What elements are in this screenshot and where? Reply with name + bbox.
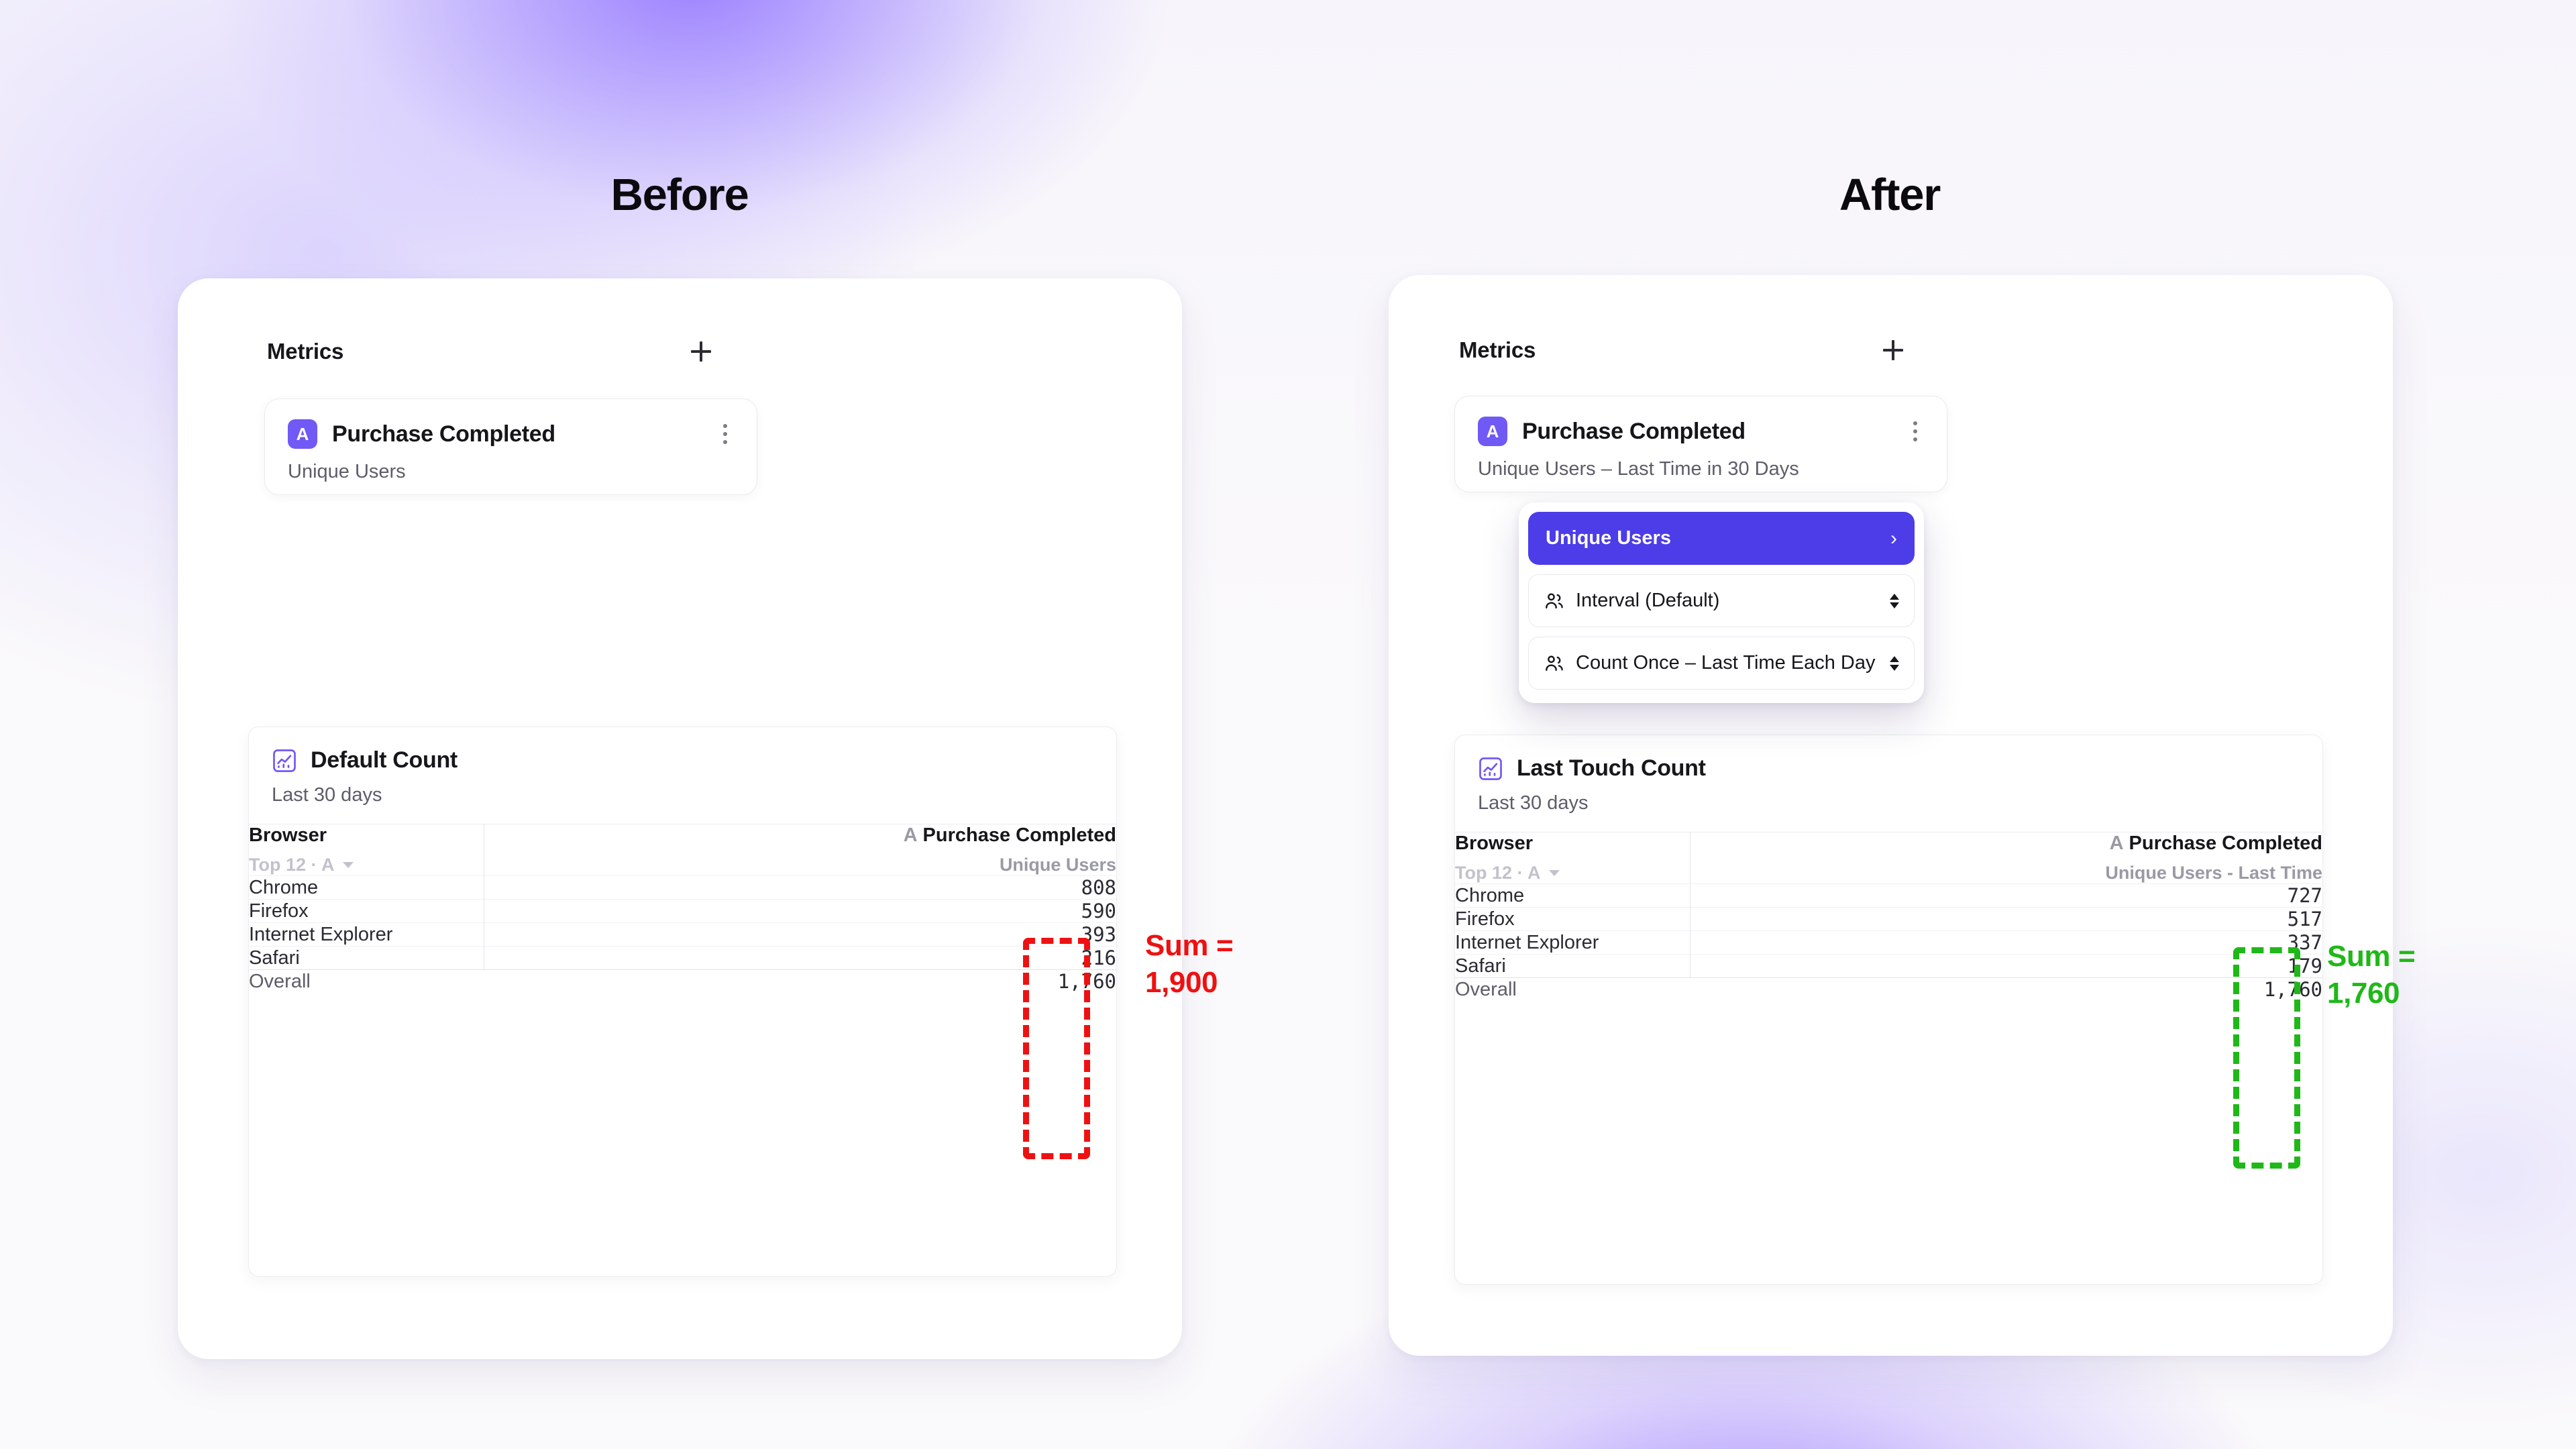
row-label: Chrome [1455,883,1690,908]
dimension-filter[interactable]: Top 12 · A [249,855,484,875]
metric-header-text: Purchase Completed [2129,833,2322,854]
dimension-filter-label: Top 12 · A [1455,863,1541,883]
table-row[interactable]: Safari 179 [1455,954,2322,978]
event-badge-a: A [1478,417,1507,446]
row-value: 727 [1690,883,2322,908]
chevron-right-icon[interactable]: › [1890,527,1897,549]
dimension-header-label: Browser [249,824,327,846]
metric-name-after: Purchase Completed [1522,418,1746,444]
plus-icon[interactable] [686,336,716,367]
table-title-row-after: Last Touch Count [1455,735,2322,782]
overall-label: Overall [1455,977,1690,1001]
table-title-after: Last Touch Count [1517,755,1706,781]
kebab-menu-icon[interactable] [716,419,734,449]
table-overall-row: Overall 1,760 [249,969,1116,993]
table-row[interactable]: Firefox 517 [1455,907,2322,931]
page-title-before: Before [610,170,749,220]
line-chart-icon [1479,757,1502,780]
metric-header-cell-after[interactable]: A Purchase Completed Unique Users - Last … [1690,832,2322,884]
metrics-section-header-before: Metrics [267,335,716,368]
row-label: Firefox [1455,907,1690,931]
dimension-header-cell-before[interactable]: Browser Top 12 · A [249,824,484,876]
up-down-chevrons-icon[interactable] [1890,655,1899,671]
table-subtitle-before: Last 30 days [272,784,382,806]
plus-icon[interactable] [1878,335,1909,366]
metric-header-mark: A [903,824,918,846]
table-row[interactable]: Firefox 590 [249,899,1116,923]
popover-select-label: Interval (Default) [1576,590,1720,611]
table-overall-row: Overall 1,760 [1455,977,2322,1001]
metric-card-after[interactable]: A Purchase Completed Unique Users – Last… [1454,396,1947,492]
metric-card-before[interactable]: A Purchase Completed Unique Users [264,398,757,495]
data-table-before: Browser Top 12 · A A Purchase Completed U… [249,824,1116,993]
table-header-row: Browser Top 12 · A A Purchase Completed U… [1455,832,2322,884]
table-card-after: Last Touch Count Last 30 days Browser To… [1454,735,2323,1285]
users-icon [1544,653,1565,674]
chevron-down-icon[interactable] [342,862,354,868]
page-title-after: After [1839,170,1941,220]
line-chart-icon [273,749,296,772]
popover-select-label: Count Once – Last Time Each Day [1576,652,1876,674]
metrics-title-before: Metrics [267,339,344,364]
table-row[interactable]: Internet Explorer 337 [1455,930,2322,955]
sum-annotation-after: Sum = 1,760 [2327,940,2416,1010]
kebab-menu-icon[interactable] [1907,417,1924,446]
dimension-filter[interactable]: Top 12 · A [1455,863,1690,883]
overall-value: 1,760 [484,969,1116,993]
row-value: 590 [484,899,1116,923]
data-table-after: Browser Top 12 · A A Purchase Completed U… [1455,832,2322,1001]
popover-option-label: Unique Users [1546,527,1671,549]
row-label: Safari [249,946,484,970]
row-value: 393 [484,922,1116,947]
metric-card-header-row-after: A Purchase Completed [1455,396,1947,446]
table-row[interactable]: Chrome 727 [1455,883,2322,908]
metric-card-header-row-before: A Purchase Completed [265,399,757,449]
chevron-down-icon[interactable] [1548,870,1560,876]
metric-header-label: A Purchase Completed [1690,833,2322,855]
users-icon [1544,590,1565,612]
row-value: 216 [484,946,1116,970]
metric-header-mark: A [2109,833,2124,854]
overall-label: Overall [249,969,484,993]
row-label: Internet Explorer [1455,930,1690,955]
metrics-section-header-after: Metrics [1459,334,1909,366]
table-header-row: Browser Top 12 · A A Purchase Completed U… [249,824,1116,876]
table-title-row-before: Default Count [249,727,1116,773]
row-label: Safari [1455,954,1690,978]
up-down-chevrons-icon[interactable] [1890,593,1899,608]
dimension-header-label: Browser [1455,833,1534,854]
row-label: Internet Explorer [249,922,484,947]
popover-select-count-once[interactable]: Count Once – Last Time Each Day [1528,637,1915,690]
table-row[interactable]: Internet Explorer 393 [249,922,1116,947]
table-row[interactable]: Safari 216 [249,946,1116,970]
row-value: 179 [1690,954,2322,978]
metric-subtitle-after: Unique Users – Last Time in 30 Days [1478,458,1799,480]
metric-name-before: Purchase Completed [332,421,555,447]
row-value: 808 [484,875,1116,900]
popover-option-unique-users[interactable]: Unique Users › [1528,512,1915,565]
row-label: Firefox [249,899,484,923]
metrics-title-after: Metrics [1459,337,1536,362]
overall-value: 1,760 [1690,977,2322,1001]
metric-header-cell-before[interactable]: A Purchase Completed Unique Users [484,824,1116,876]
popover-select-interval[interactable]: Interval (Default) [1528,574,1915,627]
metric-header-label: A Purchase Completed [484,824,1116,847]
row-label: Chrome [249,875,484,900]
aggregation-popover: Unique Users › Interval (Default) Count … [1519,502,1924,703]
table-row[interactable]: Chrome 808 [249,875,1116,900]
table-card-before: Default Count Last 30 days Browser Top 1… [248,727,1117,1277]
metric-header-text: Purchase Completed [922,824,1116,846]
row-value: 337 [1690,930,2322,955]
table-title-before: Default Count [311,747,458,773]
sum-annotation-before: Sum = 1,900 [1145,929,1234,1000]
metric-subheader-label: Unique Users [999,855,1116,875]
event-badge-a: A [288,419,317,449]
metric-subheader-label: Unique Users - Last Time [2105,863,2322,883]
dimension-header-cell-after[interactable]: Browser Top 12 · A [1455,832,1690,884]
table-subtitle-after: Last 30 days [1478,792,1589,814]
row-value: 517 [1690,907,2322,931]
dimension-filter-label: Top 12 · A [249,855,335,875]
metric-subtitle-before: Unique Users [288,461,406,482]
